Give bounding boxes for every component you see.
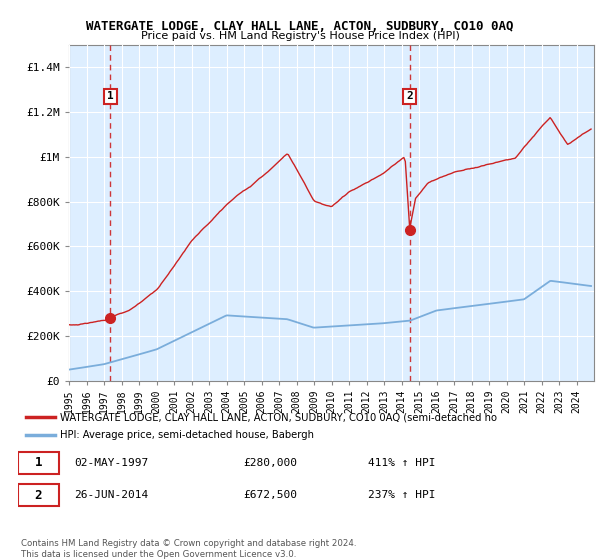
Text: 1: 1 xyxy=(107,91,114,101)
Text: 2: 2 xyxy=(406,91,413,101)
Text: WATERGATE LODGE, CLAY HALL LANE, ACTON, SUDBURY, CO10 0AQ (semi-detached ho: WATERGATE LODGE, CLAY HALL LANE, ACTON, … xyxy=(60,412,497,422)
FancyBboxPatch shape xyxy=(18,452,59,474)
Text: HPI: Average price, semi-detached house, Babergh: HPI: Average price, semi-detached house,… xyxy=(60,430,314,440)
Text: 02-MAY-1997: 02-MAY-1997 xyxy=(74,458,149,468)
FancyBboxPatch shape xyxy=(18,484,59,506)
Text: WATERGATE LODGE, CLAY HALL LANE, ACTON, SUDBURY, CO10 0AQ: WATERGATE LODGE, CLAY HALL LANE, ACTON, … xyxy=(86,20,514,32)
Text: £280,000: £280,000 xyxy=(244,458,298,468)
Text: Price paid vs. HM Land Registry's House Price Index (HPI): Price paid vs. HM Land Registry's House … xyxy=(140,31,460,41)
Text: 237% ↑ HPI: 237% ↑ HPI xyxy=(368,490,435,500)
Text: 1: 1 xyxy=(35,456,42,469)
Text: 26-JUN-2014: 26-JUN-2014 xyxy=(74,490,149,500)
Text: 411% ↑ HPI: 411% ↑ HPI xyxy=(368,458,435,468)
Text: £672,500: £672,500 xyxy=(244,490,298,500)
Text: 2: 2 xyxy=(35,488,42,502)
Text: Contains HM Land Registry data © Crown copyright and database right 2024.
This d: Contains HM Land Registry data © Crown c… xyxy=(21,539,356,559)
